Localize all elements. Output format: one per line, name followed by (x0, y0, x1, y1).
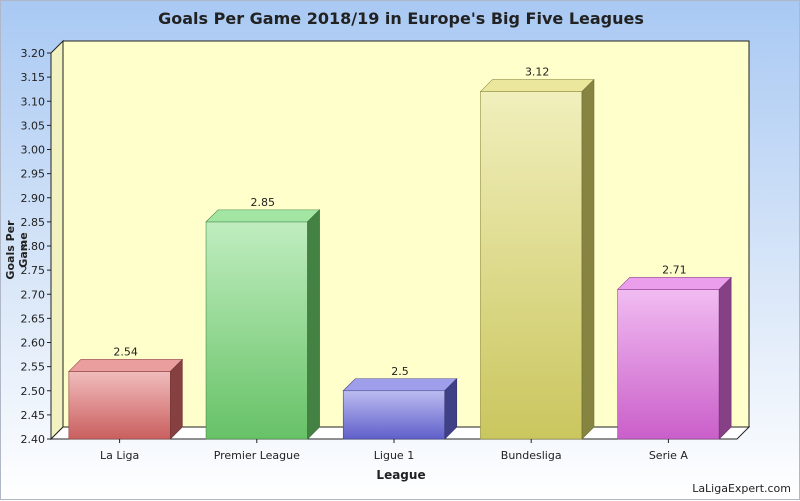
data-label: 2.85 (251, 196, 276, 209)
bar (480, 91, 583, 440)
y-tick-label: 3.10 (21, 95, 46, 108)
y-tick-label: 2.45 (21, 409, 46, 422)
y-tick-label: 3.15 (21, 71, 46, 84)
y-tick-label: 2.60 (21, 337, 46, 350)
x-tick-label: Bundesliga (501, 449, 562, 462)
y-tick-label: 2.80 (21, 240, 46, 253)
bar-side (581, 78, 595, 440)
y-tick-label: 2.55 (21, 361, 46, 374)
y-tick-label: 2.90 (21, 192, 46, 205)
bar (205, 221, 308, 440)
y-tick-label: 2.70 (21, 288, 46, 301)
x-tick-label: La Liga (100, 449, 139, 462)
data-label: 3.12 (525, 66, 550, 79)
bar-side (307, 209, 320, 440)
y-tick-label: 2.95 (21, 168, 46, 181)
chart-title: Goals Per Game 2018/19 in Europe's Big F… (158, 9, 644, 28)
bar-side (170, 358, 183, 440)
plot-left-wall (50, 39, 64, 441)
bar (617, 289, 720, 440)
x-tick-label: Premier League (214, 449, 300, 462)
y-tick-label: 3.20 (21, 47, 46, 60)
bar-top (616, 277, 732, 290)
bar-top (479, 79, 595, 92)
bar-top (205, 209, 321, 223)
x-tick-label: Serie A (649, 449, 689, 462)
y-tick-label: 2.75 (21, 264, 46, 277)
y-tick-label: 2.65 (21, 312, 46, 325)
y-tick-label: 2.40 (21, 433, 46, 446)
bar-side (718, 276, 732, 440)
y-tick-label: 2.50 (21, 385, 46, 398)
y-tick-label: 3.00 (21, 144, 46, 157)
bar-top (342, 378, 458, 392)
data-label: 2.54 (113, 345, 138, 358)
y-tick-label: 3.05 (21, 119, 46, 132)
y-tick-label: 2.85 (21, 216, 46, 229)
source-watermark: LaLigaExpert.com (692, 482, 791, 495)
x-tick-label: Ligue 1 (374, 449, 414, 462)
x-axis-label: League (376, 468, 426, 482)
bar-side (444, 378, 458, 440)
bar-top (68, 359, 184, 372)
bar (68, 371, 171, 440)
data-label: 2.5 (391, 365, 409, 378)
bar (342, 390, 446, 440)
data-label: 2.71 (662, 263, 687, 276)
